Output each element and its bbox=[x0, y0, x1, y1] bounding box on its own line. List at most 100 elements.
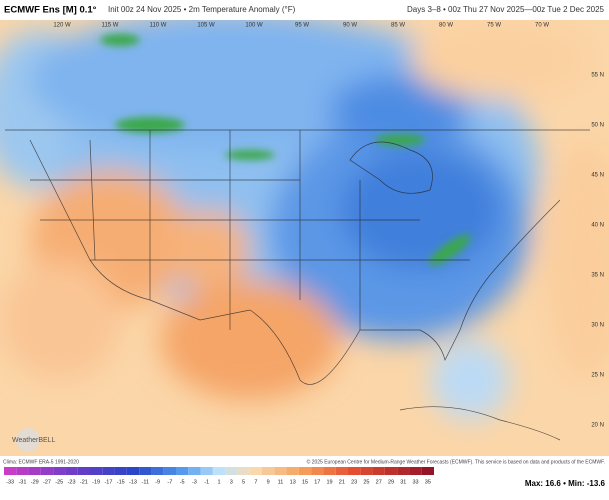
colorbar-swatch bbox=[28, 467, 41, 475]
colorbar-label: 35 bbox=[425, 479, 431, 485]
colorbar-swatch bbox=[77, 467, 90, 475]
colorbar-label: 17 bbox=[314, 479, 320, 485]
colorbar-label: -9 bbox=[155, 479, 160, 485]
colorbar-label: 31 bbox=[400, 479, 406, 485]
longitude-label: 110 W bbox=[150, 23, 167, 29]
longitude-labels: 120 W 115 W 110 W 105 W 100 W 95 W 90 W 85 W 80 … bbox=[53, 23, 549, 29]
longitude-label: 120 W bbox=[53, 23, 71, 29]
colorbar-swatch bbox=[274, 467, 287, 475]
colorbar-label: 5 bbox=[242, 479, 245, 485]
colorbar-label: -19 bbox=[92, 479, 100, 485]
borders bbox=[5, 129, 590, 441]
colorbar-swatch bbox=[4, 467, 17, 475]
colorbar-label: 9 bbox=[267, 479, 270, 485]
colorbar-label: -3 bbox=[192, 479, 197, 485]
colorbar-swatch bbox=[65, 467, 78, 475]
colorbar-swatch bbox=[200, 467, 213, 475]
colorbar-swatch bbox=[102, 467, 115, 475]
colorbar-label: -31 bbox=[18, 479, 26, 485]
colorbar-swatch bbox=[151, 467, 164, 475]
colorbar-label: -33 bbox=[6, 479, 14, 485]
latitude-labels: 55 N 50 N 45 N 40 N 35 N 30 N 25 N 20 N bbox=[591, 73, 604, 429]
colorbar-swatch bbox=[90, 467, 103, 475]
latitude-label: 35 N bbox=[591, 273, 604, 279]
colorbar-label: 25 bbox=[363, 479, 369, 485]
latitude-label: 50 N bbox=[591, 123, 604, 129]
colorbar-label: 29 bbox=[388, 479, 394, 485]
longitude-label: 80 W bbox=[439, 23, 453, 29]
header-bar bbox=[0, 0, 609, 20]
colorbar-label: -29 bbox=[31, 479, 39, 485]
colorbar-label: 23 bbox=[351, 479, 357, 485]
latitude-label: 45 N bbox=[591, 173, 604, 179]
latitude-label: 55 N bbox=[591, 73, 604, 79]
colorbar-swatch bbox=[40, 467, 54, 475]
title: ECMWF Ens [M] 0.1° bbox=[4, 5, 97, 16]
latitude-label: 40 N bbox=[591, 223, 604, 229]
logo: WeatherBELL bbox=[12, 437, 56, 444]
colorbar-swatch bbox=[237, 467, 250, 475]
colorbar-swatch bbox=[225, 467, 238, 475]
colorbar-swatch bbox=[311, 467, 324, 475]
longitude-label: 90 W bbox=[343, 23, 357, 29]
latitude-label: 30 N bbox=[591, 323, 604, 329]
longitude-label: 70 W bbox=[535, 23, 549, 29]
colorbar-label: 7 bbox=[254, 479, 257, 485]
colorbar-swatch bbox=[323, 467, 336, 475]
colorbar-label: -27 bbox=[43, 479, 51, 485]
max-min: Max: 16.6 • Min: -13.6 bbox=[525, 479, 606, 488]
clima-note: Clima: ECMWF ERA-5 1991-2020 bbox=[3, 459, 79, 465]
colorbar-swatch bbox=[114, 467, 127, 475]
colorbar-label: 21 bbox=[339, 479, 345, 485]
colorbar-swatch bbox=[298, 467, 312, 475]
colorbar-swatch bbox=[397, 467, 410, 475]
colorbar-swatch bbox=[139, 467, 152, 475]
longitude-label: 100 W bbox=[245, 23, 263, 29]
colorbar-swatch bbox=[348, 467, 361, 475]
copyright: © 2025 European Centre for Medium-Range … bbox=[307, 458, 605, 465]
colorbar-label: 15 bbox=[302, 479, 308, 485]
colorbar-swatch bbox=[212, 467, 226, 475]
colorbar-label: 1 bbox=[217, 479, 220, 485]
latitude-label: 20 N bbox=[591, 423, 604, 429]
colorbar-label: -13 bbox=[129, 479, 137, 485]
longitude-label: 115 W bbox=[102, 23, 119, 29]
colorbar-label: -17 bbox=[104, 479, 112, 485]
logo-mark bbox=[16, 428, 40, 452]
colorbar-swatch bbox=[384, 467, 398, 475]
colorbar-swatch bbox=[360, 467, 373, 475]
colorbar-swatch bbox=[16, 467, 29, 475]
valid-time: Days 3–8 • 00z Thu 27 Nov 2025—00z Tue 2… bbox=[407, 5, 605, 14]
colorbar-swatch bbox=[286, 467, 299, 475]
colorbar-label: 3 bbox=[230, 479, 233, 485]
colorbar-swatch bbox=[372, 467, 385, 475]
cold-core bbox=[100, 34, 471, 266]
colorbar-swatch bbox=[188, 467, 201, 475]
colorbar-swatch bbox=[163, 467, 176, 475]
colorbar-swatch bbox=[176, 467, 189, 475]
longitude-label: 75 W bbox=[487, 23, 501, 29]
colorbar-swatch bbox=[53, 467, 66, 475]
colorbar-swatch bbox=[335, 467, 348, 475]
colorbar-label: 33 bbox=[413, 479, 419, 485]
colorbar-label: -23 bbox=[68, 479, 76, 485]
colorbar-label: -1 bbox=[204, 479, 209, 485]
longitude-label: 105 W bbox=[197, 23, 215, 29]
colorbar-label: -11 bbox=[142, 479, 150, 485]
colorbar-label: -21 bbox=[80, 479, 88, 485]
colorbar-swatch bbox=[262, 467, 275, 475]
colorbar-label: -5 bbox=[180, 479, 185, 485]
colorbar-label: -15 bbox=[117, 479, 125, 485]
longitude-label: 95 W bbox=[295, 23, 309, 29]
map: 120 W 115 W 110 W 105 W 100 W 95 W 90 W 85 W 80 … bbox=[0, 20, 609, 456]
colorbar: -33 -31 -29 -27 -25 -23 -21 -19 -17 -15 -13 -11 -9 -7… bbox=[4, 467, 434, 485]
subtitle: Init 00z 24 Nov 2025 • 2m Temperature An… bbox=[108, 5, 296, 14]
colorbar-swatch bbox=[421, 467, 434, 475]
colorbar-swatch bbox=[126, 467, 140, 475]
colorbar-label: 13 bbox=[290, 479, 296, 485]
longitude-label: 85 W bbox=[391, 23, 405, 29]
colorbar-label: -7 bbox=[167, 479, 172, 485]
colorbar-swatch bbox=[249, 467, 262, 475]
